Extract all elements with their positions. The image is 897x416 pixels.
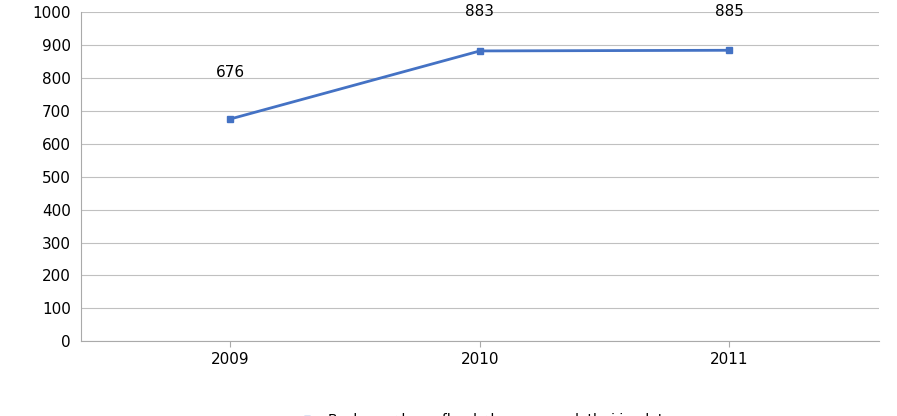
Text: 885: 885 [715,4,744,19]
Legend: Başka yerde sınıflandırılmamış ev aletleri imalatı: Başka yerde sınıflandırılmamış ev aletle… [287,408,673,416]
Text: 676: 676 [216,65,245,80]
Text: 883: 883 [466,4,494,19]
